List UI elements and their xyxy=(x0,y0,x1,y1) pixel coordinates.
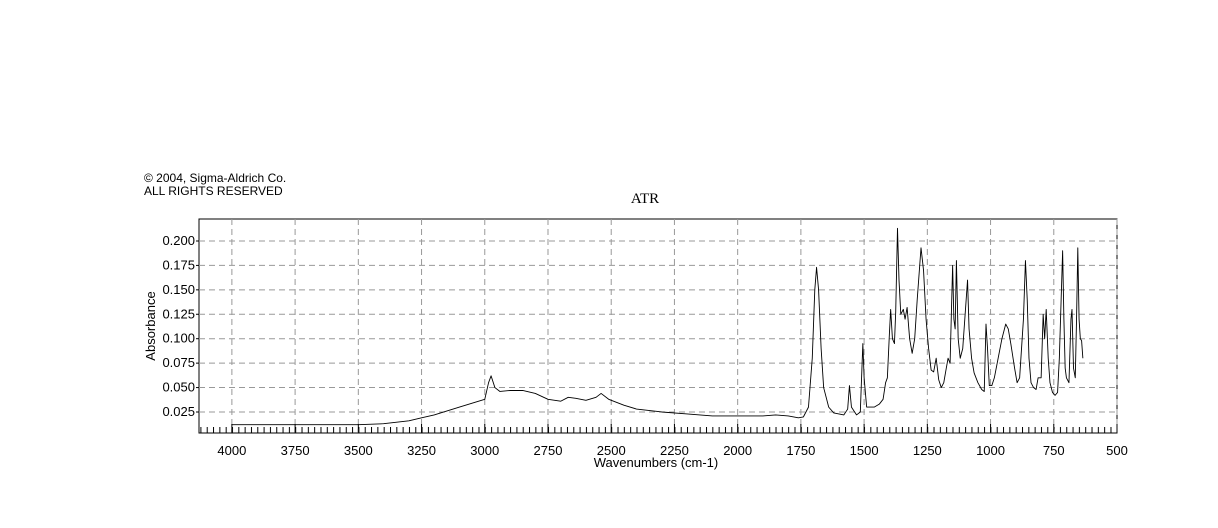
y-tick-label: 0.050 xyxy=(162,380,195,395)
x-tick-label: 3250 xyxy=(407,443,436,458)
y-tick-label: 0.075 xyxy=(162,355,195,370)
x-tick-label: 2750 xyxy=(534,443,563,458)
x-tick-label: 2000 xyxy=(723,443,752,458)
y-tick-label: 0.175 xyxy=(162,257,195,272)
x-tick-label: 2500 xyxy=(597,443,626,458)
copyright: ALL RIGHTS RESERVED xyxy=(144,184,283,198)
y-tick-label: 0.100 xyxy=(162,331,195,346)
minor-ticks xyxy=(199,427,1117,433)
plot-frame xyxy=(198,218,1118,434)
x-axis-label: Wavenumbers (cm-1) xyxy=(594,455,718,470)
x-tick-label: 3750 xyxy=(281,443,310,458)
x-tick-label: 1000 xyxy=(976,443,1005,458)
chart-title: ATR xyxy=(631,191,659,207)
x-tick-label: 750 xyxy=(1043,443,1065,458)
x-tick-label: 4000 xyxy=(217,443,246,458)
y-tick-label: 0.025 xyxy=(162,404,195,419)
y-tick-label: 0.200 xyxy=(162,233,195,248)
y-tick-label: 0.150 xyxy=(162,282,195,297)
x-tick-label: 3500 xyxy=(344,443,373,458)
x-tick-label: 500 xyxy=(1106,443,1128,458)
y-tick-label: 0.125 xyxy=(162,306,195,321)
x-tick-label: 1750 xyxy=(786,443,815,458)
x-tick-label: 3000 xyxy=(470,443,499,458)
x-tick-label: 2250 xyxy=(660,443,689,458)
y-axis-label: Absorbance xyxy=(143,291,158,360)
copyright: © 2004, Sigma-Aldrich Co. xyxy=(144,171,286,185)
x-tick-label: 1500 xyxy=(850,443,879,458)
x-tick-label: 1250 xyxy=(913,443,942,458)
spectrum-line xyxy=(231,227,1084,426)
